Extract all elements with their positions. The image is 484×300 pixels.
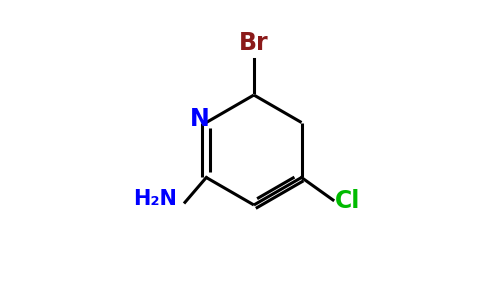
Text: N: N: [190, 107, 210, 131]
Text: Br: Br: [239, 31, 269, 55]
Text: H₂N: H₂N: [133, 189, 177, 209]
Text: Cl: Cl: [334, 189, 360, 213]
